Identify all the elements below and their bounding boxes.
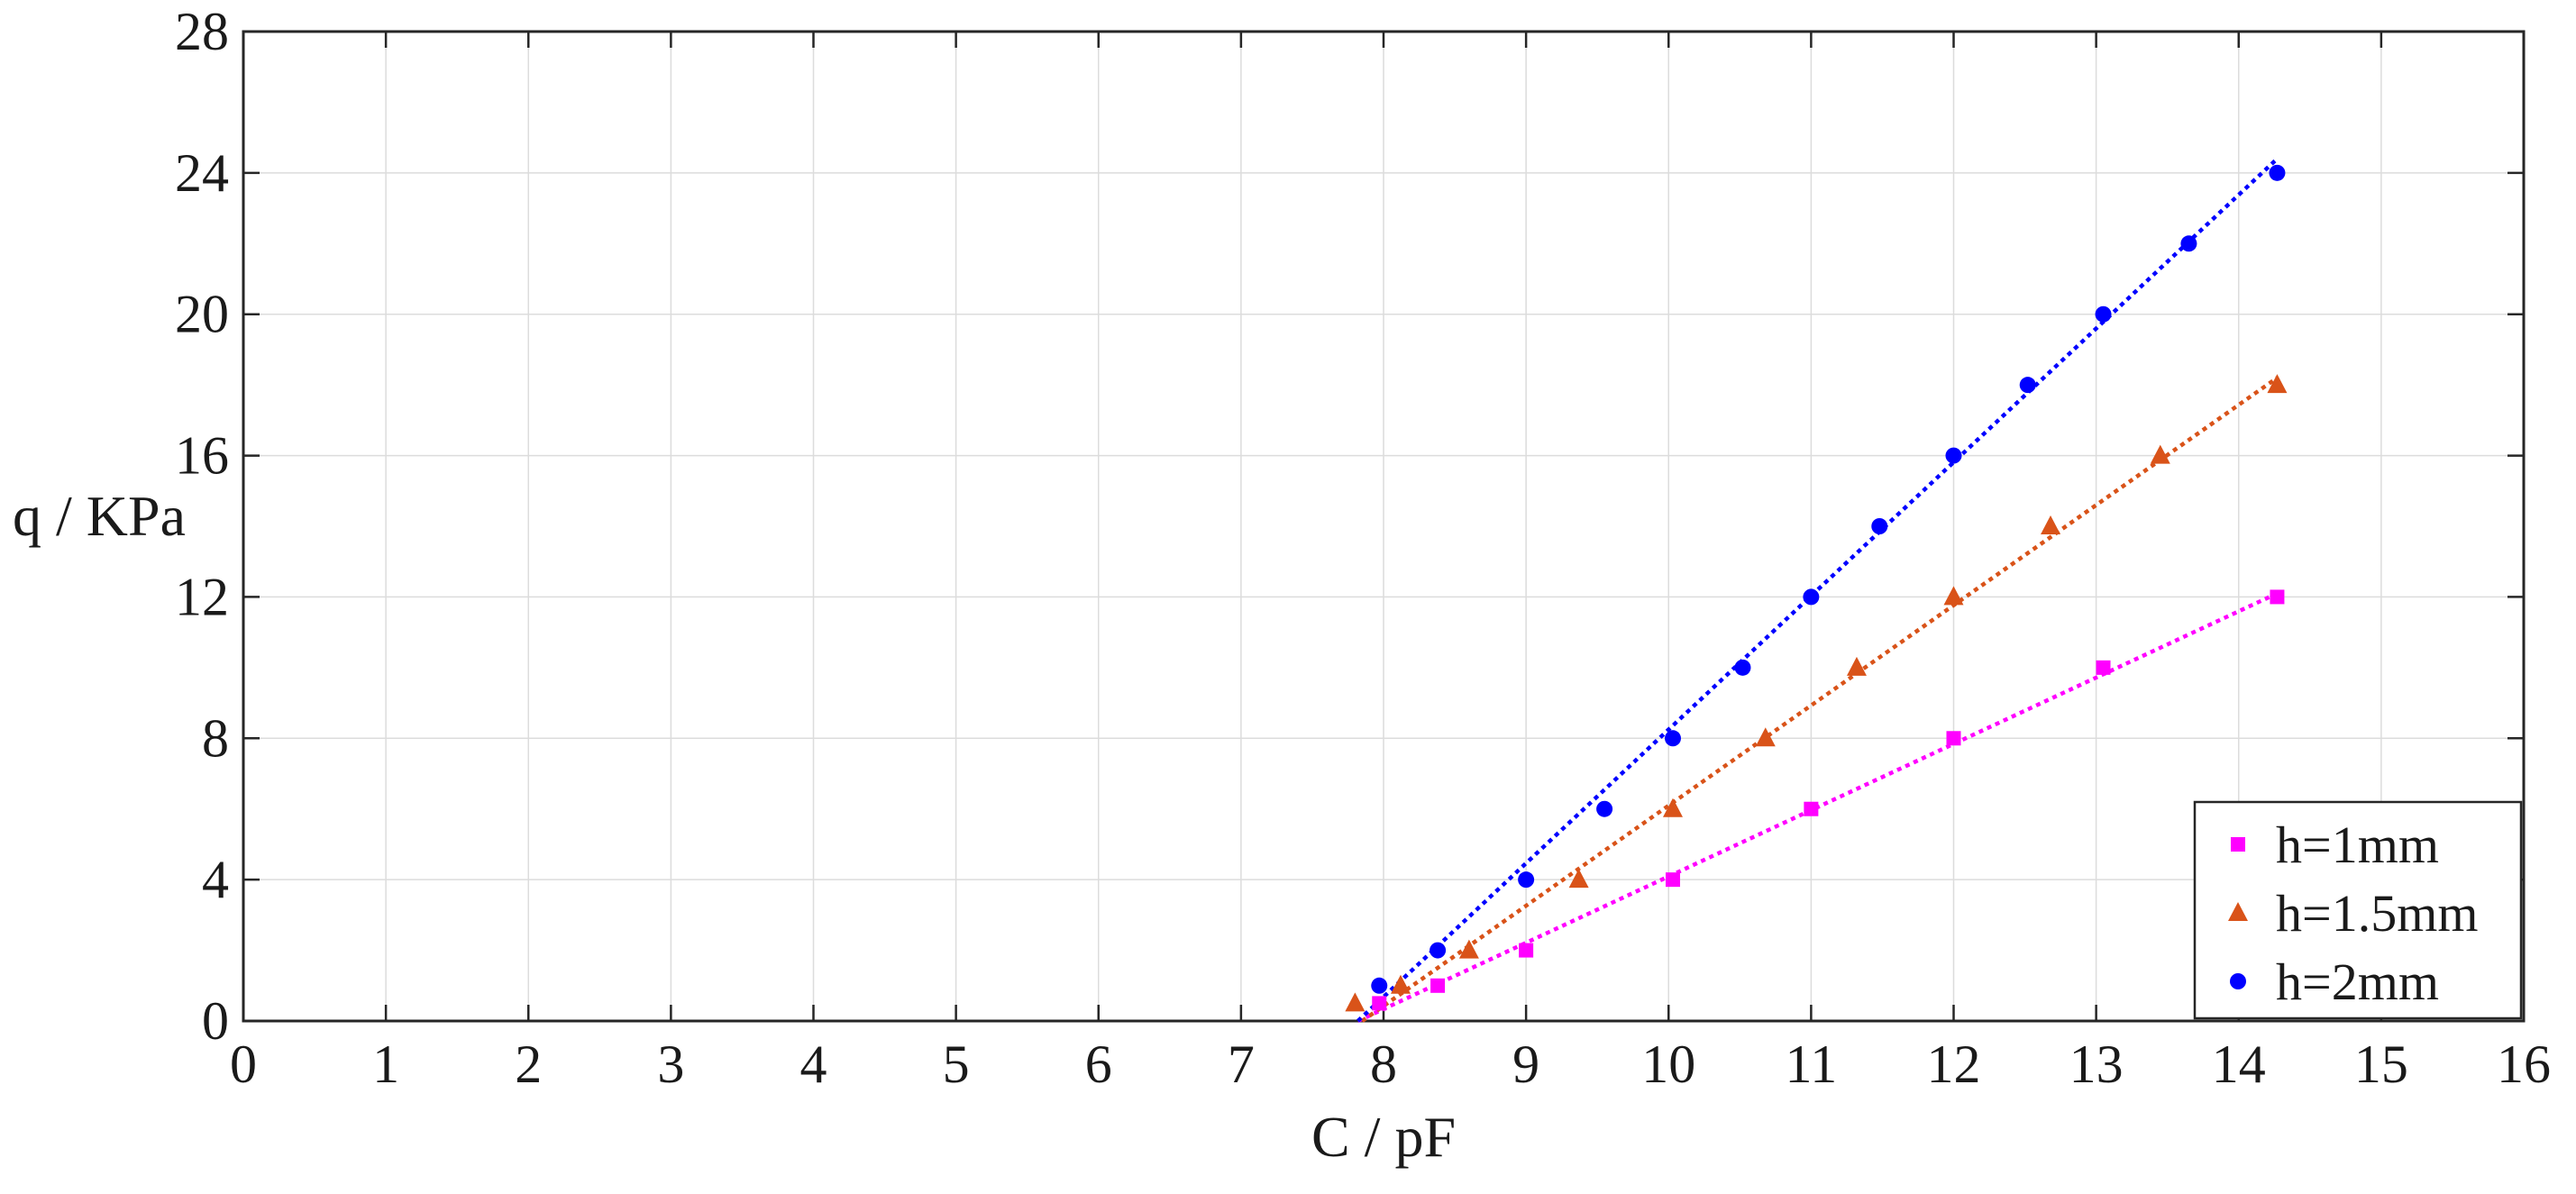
data-point [2180,235,2197,252]
data-point [2019,377,2036,394]
legend-entry-label: h=1.5mm [2276,884,2478,943]
fit-line [1356,157,2279,1023]
x-axis-label: C / pF [1311,1105,1456,1169]
x-tick-label: 6 [1085,1034,1112,1094]
legend-marker [2228,902,2248,921]
data-point [1846,656,1867,676]
data-point [1946,731,1961,746]
data-points [1345,164,2288,1012]
data-point [1390,974,1411,994]
x-tick-label: 0 [230,1034,257,1094]
x-tick-label: 14 [2212,1034,2266,1094]
data-point [1755,727,1776,747]
x-tick-label: 4 [800,1034,827,1094]
x-tick-label: 16 [2497,1034,2551,1094]
data-point [1803,588,1820,606]
data-point [1519,943,1534,958]
y-tick-label: 16 [175,426,229,486]
data-point [1662,798,1683,817]
x-tick-label: 7 [1228,1034,1255,1094]
data-point [2041,515,2061,534]
legend-marker [2230,973,2246,989]
x-tick-label: 5 [943,1034,970,1094]
data-point [1734,659,1751,676]
data-point [1518,871,1535,889]
data-point [2150,444,2170,464]
x-tick-label: 9 [1512,1034,1539,1094]
x-tick-label: 13 [2069,1034,2124,1094]
data-point [1664,730,1681,747]
data-point [1430,978,1446,993]
data-point [1568,869,1589,889]
y-tick-label: 20 [175,285,229,344]
data-point [1871,518,1888,534]
y-axis-label: q / KPa [13,484,186,548]
y-tick-label: 12 [175,567,229,626]
x-tick-label: 15 [2354,1034,2408,1094]
data-point [2267,374,2288,394]
data-point [1943,586,1964,606]
data-point [1665,872,1680,888]
x-tick-label: 1 [372,1034,399,1094]
data-point [1345,992,1366,1012]
data-point [2270,589,2285,605]
data-point [1804,801,1819,816]
y-tick-label: 8 [202,708,229,768]
x-tick-label: 3 [657,1034,684,1094]
grid [242,31,2525,1022]
data-point [1371,977,1388,994]
data-point [1372,996,1387,1011]
x-tick-label: 10 [1641,1034,1695,1094]
legend-entry-label: h=1mm [2276,816,2439,874]
legend: h=1mm h=1.5mm h=2mm [2193,800,2523,1020]
data-point [1945,447,1962,464]
y-tick-label: 24 [175,143,229,203]
y-tick-label: 0 [202,991,229,1051]
y-tick-label: 28 [175,2,229,61]
data-point [1596,800,1613,817]
data-point [1430,942,1447,959]
x-tick-label: 11 [1785,1034,1837,1094]
data-point [2095,305,2112,323]
x-tick-label: 12 [1927,1034,1981,1094]
data-point [2269,164,2286,181]
legend-marker [2231,837,2245,852]
data-point [1458,939,1479,959]
legend-box [2193,800,2523,1020]
data-point [2096,660,2111,675]
x-tick-label: 2 [515,1034,542,1094]
fit-line [1360,376,2279,1023]
x-tick-label: 8 [1370,1034,1397,1094]
legend-entry-label: h=2mm [2276,952,2439,1011]
y-tick-label: 4 [202,850,229,909]
